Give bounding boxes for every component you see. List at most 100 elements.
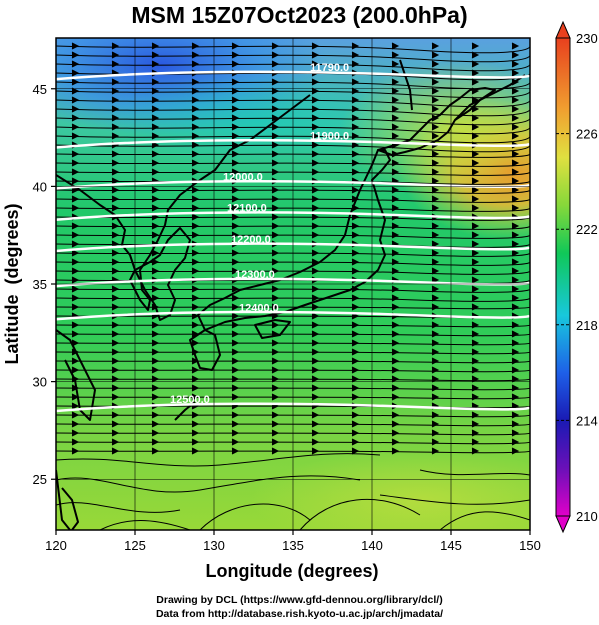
- y-tick-label: 35: [33, 277, 47, 292]
- wind-arrow: [471, 384, 480, 392]
- wind-arrow: [511, 321, 520, 329]
- wind-arrow: [71, 195, 80, 203]
- wind-arrow: [471, 168, 480, 176]
- wind-arrow: [271, 105, 280, 113]
- streamline-curved: [199, 503, 311, 530]
- wind-arrow: [191, 447, 200, 455]
- wind-arrow: [431, 429, 440, 437]
- wind-arrow: [351, 384, 360, 392]
- wind-arrow: [351, 366, 360, 374]
- wind-arrow: [351, 438, 360, 446]
- wind-arrow: [71, 366, 80, 374]
- wind-arrow: [271, 222, 280, 230]
- wind-arrow: [111, 96, 120, 104]
- wind-arrow: [151, 393, 160, 401]
- wind-arrow: [271, 132, 280, 140]
- wind-arrow: [111, 150, 120, 158]
- wind-arrow: [111, 132, 120, 140]
- wind-arrow: [151, 159, 160, 167]
- wind-arrow: [111, 366, 120, 374]
- wind-arrow: [231, 312, 240, 320]
- wind-arrow: [311, 285, 320, 293]
- streamline: [56, 342, 530, 346]
- wind-arrow: [351, 150, 360, 158]
- wind-arrow: [71, 339, 80, 347]
- wind-arrow: [231, 339, 240, 347]
- cyan-region: [100, 75, 420, 165]
- wind-arrow: [231, 348, 240, 356]
- wind-streamlines: [56, 42, 530, 530]
- wind-arrow: [271, 339, 280, 347]
- wind-arrow: [71, 150, 80, 158]
- streamline: [56, 108, 530, 117]
- y-tick-label: 25: [33, 472, 47, 487]
- wind-arrow: [231, 222, 240, 230]
- wind-arrow: [71, 420, 80, 428]
- wind-arrow: [311, 231, 320, 239]
- wind-arrow: [111, 60, 120, 68]
- wind-arrow: [111, 195, 120, 203]
- wind-arrow: [311, 222, 320, 230]
- wind-arrow: [71, 60, 80, 68]
- wind-arrow: [351, 357, 360, 365]
- wind-arrow: [71, 222, 80, 230]
- wind-arrow: [311, 384, 320, 392]
- wind-arrow: [231, 429, 240, 437]
- streamline: [56, 414, 530, 418]
- wind-arrow: [511, 384, 520, 392]
- wind-arrow: [351, 132, 360, 140]
- wind-arrow: [311, 96, 320, 104]
- wind-arrow: [191, 96, 200, 104]
- wind-arrow: [151, 51, 160, 59]
- wind-arrow: [111, 420, 120, 428]
- contour-label: 12200.0: [231, 234, 271, 246]
- wind-arrow: [231, 375, 240, 383]
- wind-arrow: [231, 186, 240, 194]
- streamline: [56, 216, 530, 221]
- wind-arrow: [511, 447, 520, 455]
- wind-arrow: [231, 393, 240, 401]
- wind-arrow: [191, 393, 200, 401]
- wind-arrow: [431, 321, 440, 329]
- streamline-curved: [299, 498, 421, 530]
- wind-arrow: [391, 186, 400, 194]
- wind-arrow: [71, 384, 80, 392]
- x-tick-label: 150: [519, 538, 541, 553]
- wind-arrow: [191, 438, 200, 446]
- wind-arrow: [471, 366, 480, 374]
- wind-arrow: [511, 276, 520, 284]
- wind-arrow: [511, 366, 520, 374]
- wind-arrow: [431, 249, 440, 257]
- wind-arrow: [431, 384, 440, 392]
- colorbar: 230 226 222 218 214 210: [555, 20, 598, 534]
- wind-arrow: [471, 447, 480, 455]
- wind-arrow: [111, 177, 120, 185]
- wind-arrow: [471, 393, 480, 401]
- wind-arrow: [271, 429, 280, 437]
- wind-arrow: [511, 240, 520, 248]
- wind-arrow: [71, 267, 80, 275]
- wind-arrow: [151, 348, 160, 356]
- streamline: [56, 387, 530, 391]
- wind-arrow: [471, 438, 480, 446]
- height-contour: [56, 138, 530, 149]
- wind-arrow: [511, 42, 520, 50]
- wind-arrow: [511, 168, 520, 176]
- wind-arrow: [71, 159, 80, 167]
- wind-arrow: [391, 114, 400, 122]
- wind-arrow: [431, 96, 440, 104]
- wind-arrow: [391, 447, 400, 455]
- wind-arrow: [311, 213, 320, 221]
- wind-arrow: [71, 96, 80, 104]
- wind-arrow: [151, 60, 160, 68]
- wind-arrow: [191, 60, 200, 68]
- wind-arrow: [391, 123, 400, 131]
- wind-arrow: [111, 159, 120, 167]
- wind-arrow: [311, 357, 320, 365]
- wind-arrow: [471, 195, 480, 203]
- wind-arrow: [311, 78, 320, 86]
- wind-arrow: [71, 285, 80, 293]
- wind-arrow: [191, 195, 200, 203]
- wind-arrow: [151, 42, 160, 50]
- wind-arrow: [311, 393, 320, 401]
